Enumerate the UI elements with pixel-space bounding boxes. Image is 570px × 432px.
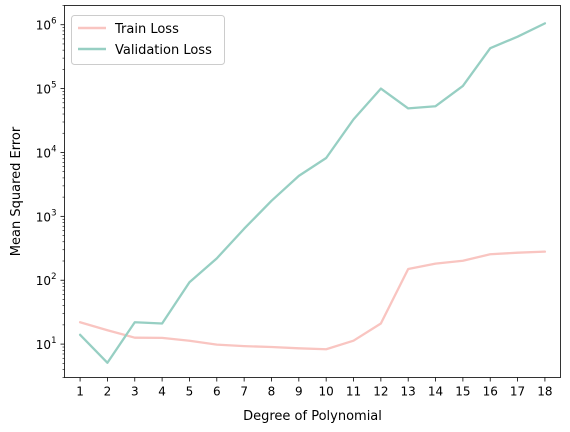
x-tick-label: 15 bbox=[455, 385, 470, 399]
x-tick-label: 8 bbox=[268, 385, 276, 399]
x-tick-label: 13 bbox=[401, 385, 416, 399]
y-tick-label: 102 bbox=[36, 272, 57, 288]
x-axis-label: Degree of Polynomial bbox=[243, 409, 382, 424]
x-tick-label: 6 bbox=[213, 385, 221, 399]
y-tick-label: 105 bbox=[36, 81, 57, 97]
x-tick-label: 7 bbox=[240, 385, 248, 399]
x-tick-label: 11 bbox=[346, 385, 361, 399]
x-tick-label: 10 bbox=[319, 385, 334, 399]
x-tick-label: 14 bbox=[428, 385, 443, 399]
x-tick-label: 9 bbox=[295, 385, 303, 399]
y-axis-ticks: 101 102 103 104 105 106 bbox=[36, 5, 65, 378]
x-tick-label: 3 bbox=[131, 385, 139, 399]
x-tick-label: 5 bbox=[186, 385, 194, 399]
x-tick-label: 17 bbox=[510, 385, 525, 399]
plot-frame bbox=[64, 5, 561, 378]
y-tick-label: 101 bbox=[36, 336, 57, 352]
legend: Train Loss Validation Loss bbox=[71, 15, 225, 65]
x-axis-ticks: 1 2 3 4 5 6 7 8 9 10 11 12 13 14 15 16 17 18 bbox=[76, 377, 553, 399]
x-tick-label: 2 bbox=[104, 385, 112, 399]
legend-label-validation-loss: Validation Loss bbox=[115, 43, 212, 58]
x-tick-label: 4 bbox=[158, 385, 166, 399]
y-tick-label: 104 bbox=[36, 144, 57, 160]
y-axis-label: Mean Squared Error bbox=[9, 126, 24, 256]
y-tick-label: 106 bbox=[36, 17, 57, 33]
series-line-train-loss bbox=[78, 250, 547, 351]
y-tick-label: 103 bbox=[36, 208, 57, 224]
x-tick-label: 16 bbox=[483, 385, 498, 399]
series-line-validation-loss bbox=[78, 22, 547, 364]
x-tick-label: 18 bbox=[537, 385, 552, 399]
x-tick-label: 12 bbox=[373, 385, 388, 399]
x-tick-label: 1 bbox=[76, 385, 84, 399]
legend-label-train-loss: Train Loss bbox=[114, 22, 179, 37]
series-layer bbox=[78, 22, 547, 364]
legend-box bbox=[71, 15, 225, 65]
